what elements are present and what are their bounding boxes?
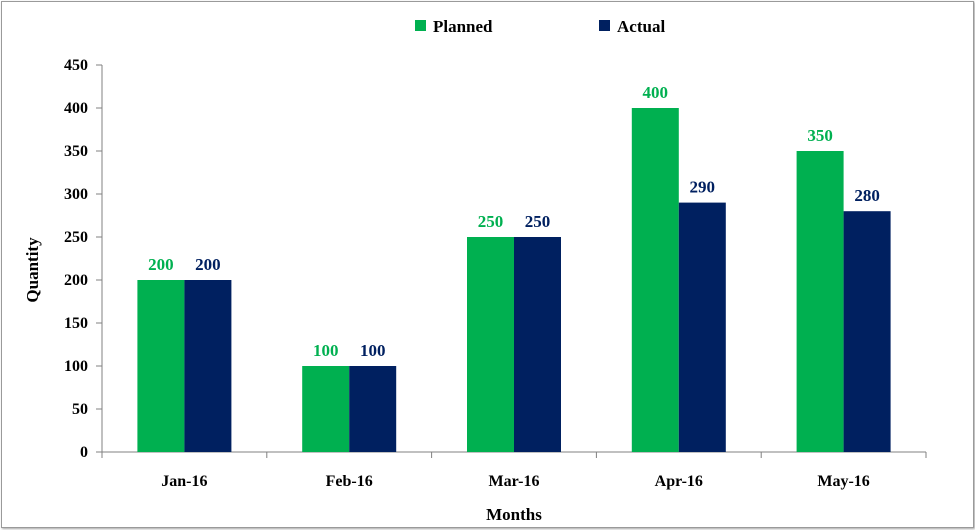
legend-item-actual: Actual: [599, 17, 665, 36]
bar-actual: [514, 237, 561, 452]
data-label-planned: 250: [478, 212, 504, 231]
bar-planned: [796, 151, 844, 452]
legend-swatch: [599, 20, 610, 31]
bar-actual: [678, 202, 726, 452]
y-tick-label: 0: [80, 444, 88, 461]
bar-planned: [467, 237, 514, 452]
bar-actual: [843, 211, 891, 452]
bars: [137, 108, 891, 452]
x-axis: Jan-16 Feb-16 Mar-16 Apr-16 May-16: [101, 451, 927, 490]
legend: Planned Actual: [415, 17, 665, 36]
x-axis-title: Months: [486, 505, 542, 524]
bar-actual: [349, 366, 397, 452]
data-label-actual: 250: [525, 212, 551, 231]
y-tick-label: 400: [64, 100, 88, 117]
data-label-actual: 280: [854, 186, 880, 205]
data-labels: 200 100 250 400 350 200 100 250 290 280: [148, 83, 880, 360]
x-tick-label: Apr-16: [655, 473, 703, 490]
y-tick-label: 300: [64, 186, 88, 203]
y-axis-title: Quantity: [23, 237, 42, 303]
bar-planned: [631, 108, 679, 452]
data-label-planned: 100: [313, 341, 339, 360]
x-tick-label: Mar-16: [489, 473, 540, 490]
x-tick-label: May-16: [817, 473, 869, 490]
y-tick-label: 450: [64, 57, 88, 74]
data-label-actual: 100: [360, 341, 386, 360]
y-tick-label: 350: [64, 143, 88, 160]
data-label-planned: 200: [148, 255, 174, 274]
y-axis: 0 50 100 150 200 250 300 350 400 450: [64, 57, 103, 461]
data-label-actual: 200: [195, 255, 221, 274]
y-tick-label: 100: [64, 358, 88, 375]
bar-planned: [302, 366, 350, 452]
legend-item-planned: Planned: [415, 17, 493, 36]
legend-label: Actual: [617, 17, 665, 36]
bar-planned: [137, 280, 185, 452]
legend-swatch: [415, 20, 426, 31]
bar-actual: [184, 280, 232, 452]
data-label-planned: 350: [807, 126, 833, 145]
legend-label: Planned: [433, 17, 493, 36]
x-tick-label: Jan-16: [161, 473, 207, 490]
x-tick-label: Feb-16: [326, 473, 373, 490]
data-label-actual: 290: [690, 178, 716, 197]
y-tick-label: 200: [64, 272, 88, 289]
data-label-planned: 400: [643, 83, 669, 102]
y-tick-label: 50: [72, 401, 88, 418]
y-tick-label: 150: [64, 315, 88, 332]
y-tick-label: 250: [64, 229, 88, 246]
